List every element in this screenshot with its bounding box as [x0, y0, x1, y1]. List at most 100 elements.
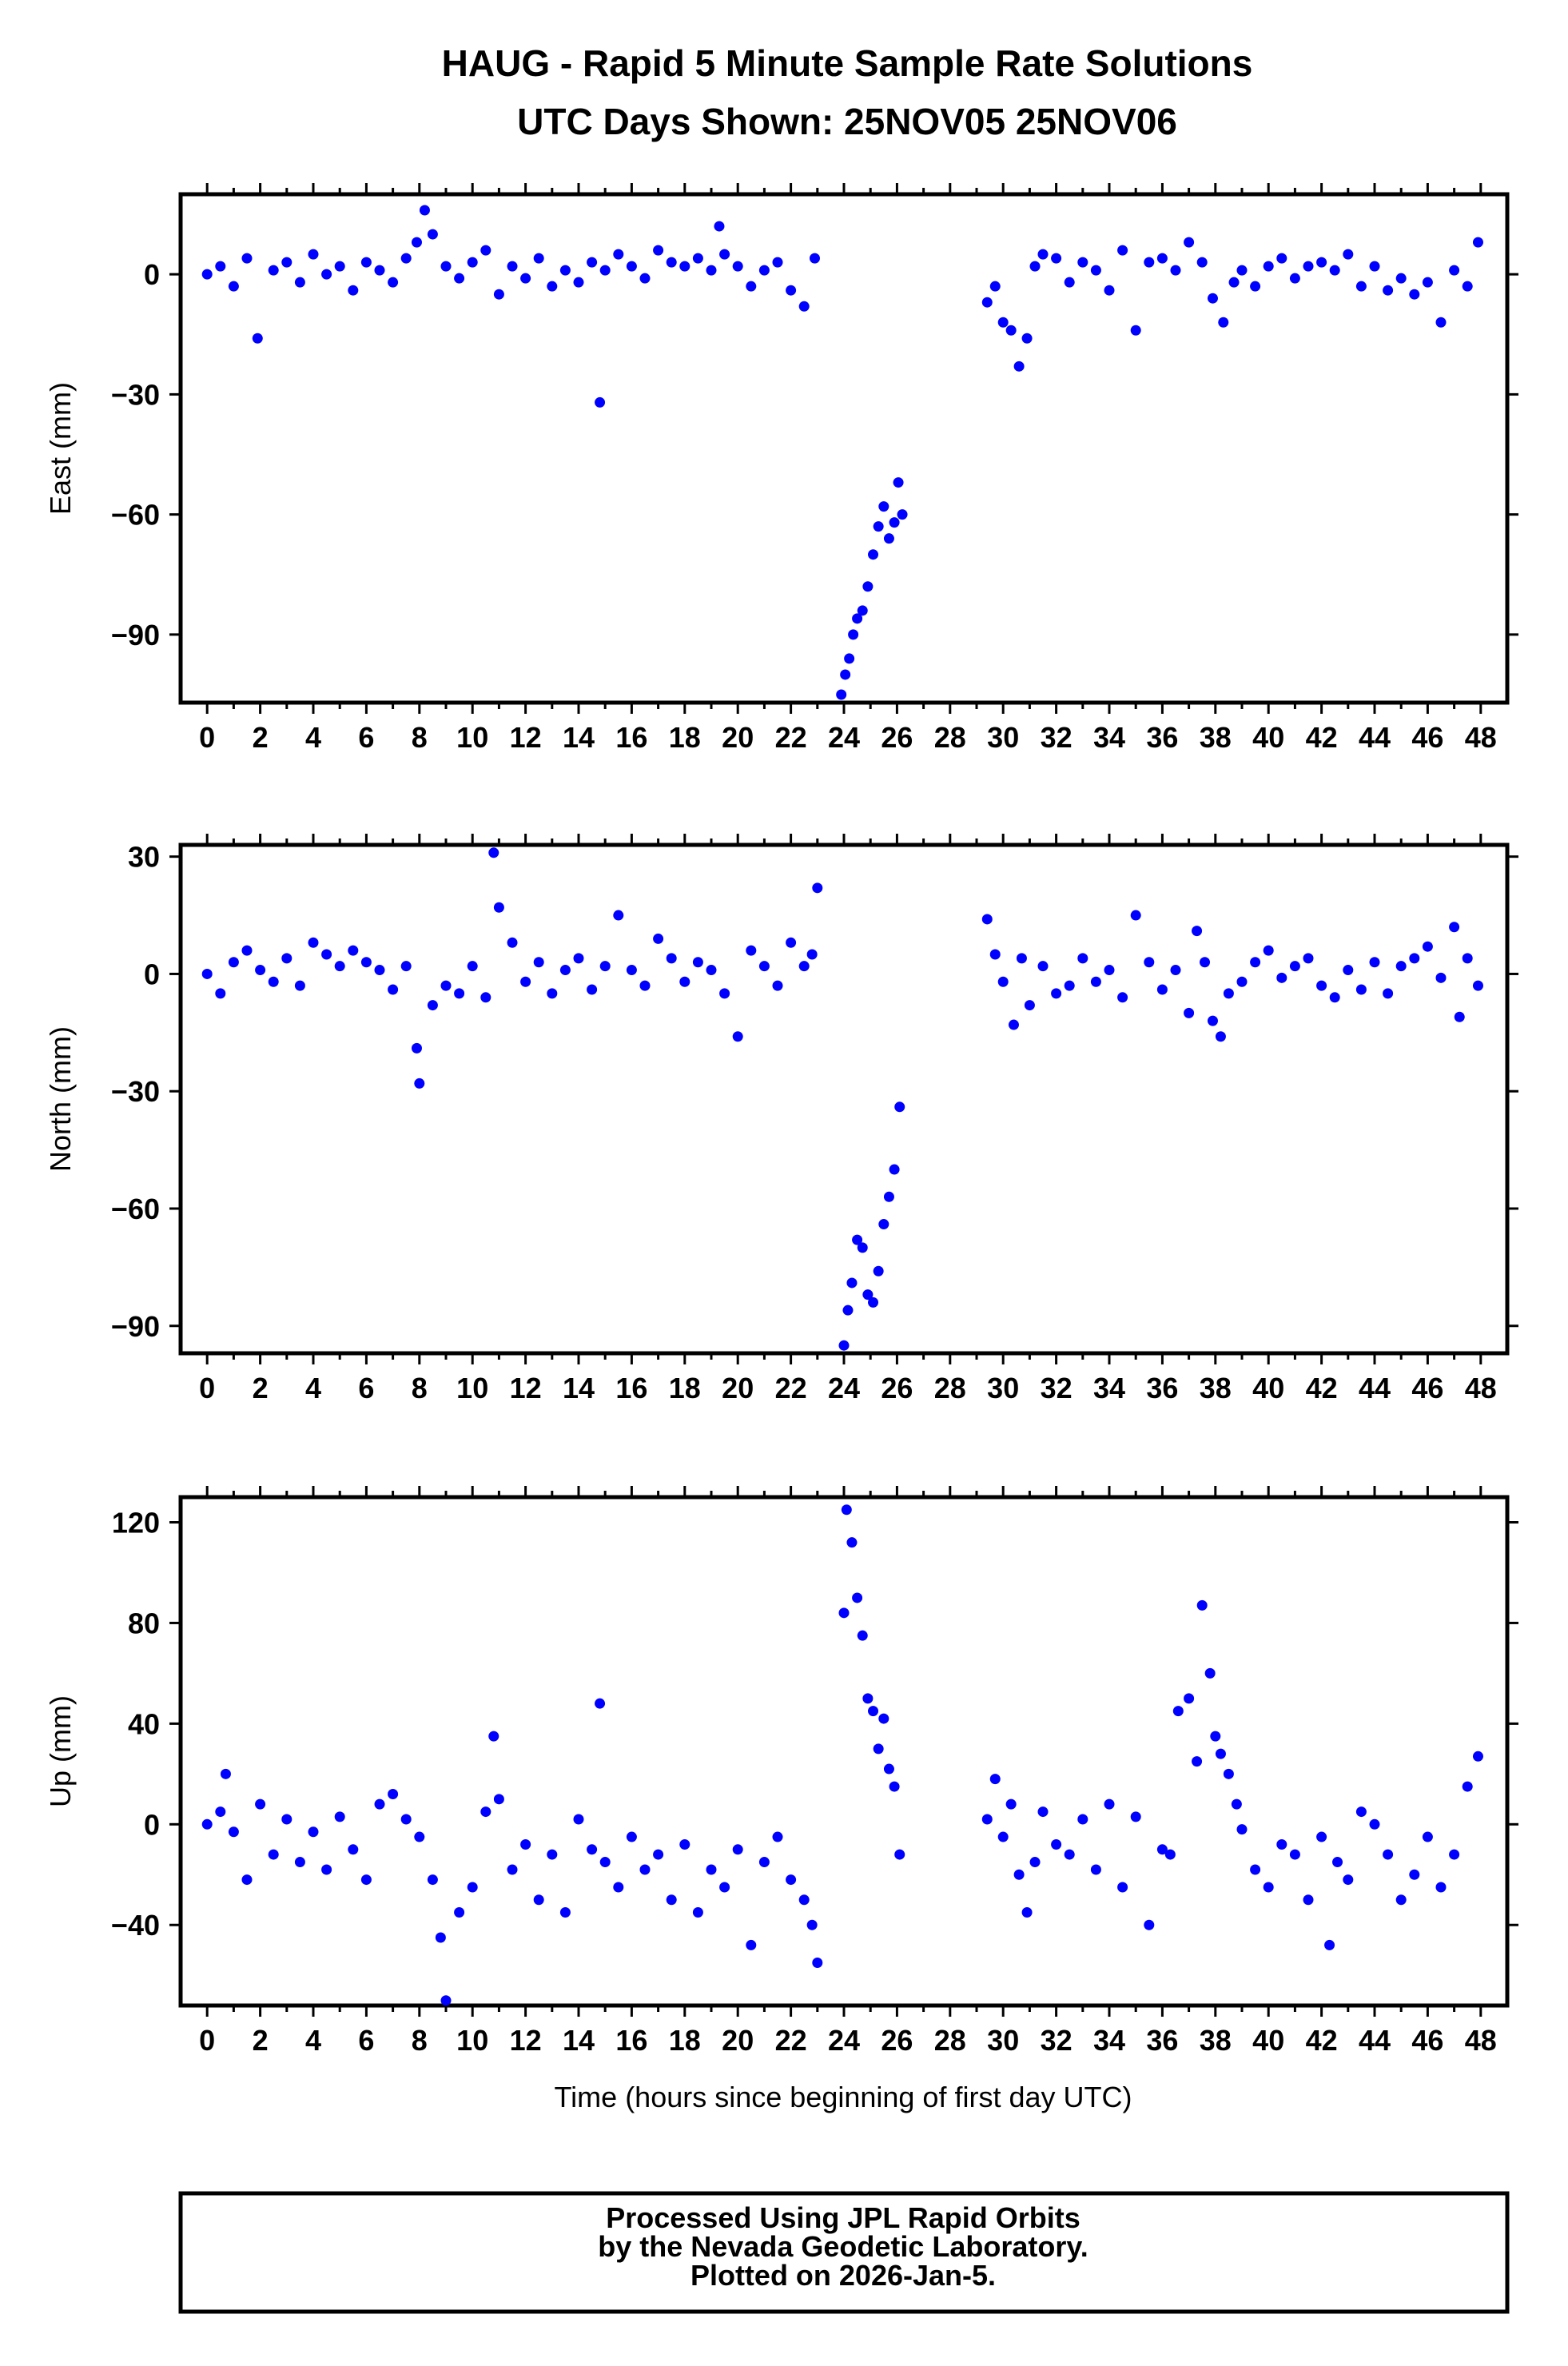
- east-data-point: [897, 509, 908, 520]
- north-data-point: [1369, 957, 1380, 968]
- up-data-point: [480, 1806, 491, 1818]
- east-data-point: [1064, 277, 1075, 288]
- east-data-point: [348, 285, 359, 296]
- east-data-point: [848, 629, 859, 640]
- north-data-point: [1383, 988, 1394, 999]
- up-data-point: [1077, 1814, 1088, 1825]
- east-data-point: [1130, 325, 1141, 336]
- north-data-point: [411, 1042, 422, 1054]
- up-data-point: [666, 1894, 677, 1906]
- up-data-point: [1355, 1806, 1367, 1818]
- north-data-point: [1090, 976, 1101, 987]
- north-data-point: [889, 1164, 900, 1175]
- up-data-point: [1316, 1831, 1327, 1842]
- up-x-tick-label: 12: [510, 2024, 542, 2057]
- east-x-tick-label: 20: [722, 721, 754, 754]
- up-x-tick-label: 22: [775, 2024, 807, 2057]
- up-data-point: [639, 1864, 651, 1875]
- up-data-point: [1013, 1869, 1025, 1880]
- north-x-tick-label: 48: [1465, 1372, 1497, 1404]
- east-data-point: [666, 257, 677, 268]
- north-data-point: [1144, 957, 1155, 968]
- up-data-point: [220, 1768, 231, 1779]
- north-data-point: [997, 976, 1009, 987]
- up-data-point: [1196, 1599, 1208, 1611]
- north-x-tick-label: 44: [1359, 1372, 1391, 1404]
- up-data-point: [1164, 1849, 1176, 1860]
- north-data-point: [1316, 980, 1327, 991]
- up-data-point: [1395, 1894, 1407, 1906]
- north-data-point: [1250, 957, 1261, 968]
- east-x-tick-label: 8: [412, 721, 428, 754]
- east-data-point: [1013, 360, 1025, 372]
- up-data-point: [241, 1874, 253, 1886]
- up-x-tick-label: 38: [1200, 2024, 1232, 2057]
- up-data-point: [653, 1849, 664, 1860]
- north-data-point: [1462, 953, 1473, 964]
- up-data-point: [706, 1864, 717, 1875]
- up-data-point: [228, 1826, 239, 1838]
- up-x-tick-label: 24: [828, 2024, 860, 2057]
- north-x-tick-label: 2: [253, 1372, 269, 1404]
- east-data-point: [1077, 257, 1088, 268]
- north-data-point: [559, 965, 571, 976]
- north-data-point: [427, 1000, 438, 1011]
- footer-line-3: Plotted on 2026-Jan-5.: [690, 2259, 996, 2292]
- east-data-point: [480, 245, 491, 256]
- east-data-point: [440, 261, 452, 272]
- north-y-tick-label: −60: [111, 1193, 160, 1225]
- east-data-point: [454, 273, 465, 284]
- east-data-point: [599, 265, 611, 276]
- up-x-tick-label: 6: [358, 2024, 374, 2057]
- north-data-point: [507, 937, 518, 948]
- east-data-point: [1236, 265, 1248, 276]
- north-data-point: [1289, 961, 1300, 972]
- east-data-point: [520, 273, 531, 284]
- east-data-point: [308, 249, 319, 260]
- up-data-point: [989, 1774, 1001, 1785]
- east-data-point: [294, 277, 305, 288]
- east-data-point: [595, 396, 606, 408]
- up-data-point: [427, 1874, 438, 1886]
- east-x-tick-label: 44: [1359, 721, 1391, 754]
- up-data-point: [613, 1882, 624, 1893]
- east-data-point: [786, 285, 797, 296]
- east-x-tick-label: 16: [615, 721, 647, 754]
- north-x-tick-label: 12: [510, 1372, 542, 1404]
- east-data-point: [1409, 289, 1420, 300]
- north-x-tick-label: 8: [412, 1372, 428, 1404]
- east-data-point: [1207, 293, 1218, 304]
- east-x-tick-label: 10: [456, 721, 488, 754]
- north-data-point: [812, 882, 823, 894]
- north-data-point: [894, 1101, 905, 1113]
- north-data-point: [878, 1219, 889, 1230]
- east-data-point: [1369, 261, 1380, 272]
- up-x-tick-label: 36: [1146, 2024, 1178, 2057]
- up-data-point: [1472, 1751, 1483, 1762]
- up-data-point: [1029, 1857, 1041, 1868]
- up-data-point: [454, 1907, 465, 1918]
- east-data-point: [639, 273, 651, 284]
- east-data-point: [714, 221, 725, 232]
- east-data-point: [587, 257, 598, 268]
- north-data-point: [758, 961, 770, 972]
- north-x-tick-label: 36: [1146, 1372, 1178, 1404]
- north-data-point: [573, 953, 584, 964]
- up-data-point: [806, 1919, 818, 1930]
- up-data-point: [533, 1894, 544, 1906]
- east-x-tick-label: 22: [775, 721, 807, 754]
- up-data-point: [772, 1831, 783, 1842]
- east-data-point: [653, 245, 664, 256]
- north-x-tick-label: 20: [722, 1372, 754, 1404]
- east-x-tick-label: 28: [934, 721, 966, 754]
- north-data-point: [467, 961, 478, 972]
- up-x-tick-label: 46: [1411, 2024, 1443, 2057]
- north-data-point: [547, 988, 558, 999]
- up-data-point: [201, 1818, 213, 1830]
- up-x-tick-label: 42: [1306, 2024, 1338, 2057]
- east-data-point: [1316, 257, 1327, 268]
- north-x-tick-label: 26: [881, 1372, 913, 1404]
- up-data-point: [1263, 1882, 1274, 1893]
- north-data-point: [321, 949, 332, 960]
- north-x-tick-label: 32: [1041, 1372, 1073, 1404]
